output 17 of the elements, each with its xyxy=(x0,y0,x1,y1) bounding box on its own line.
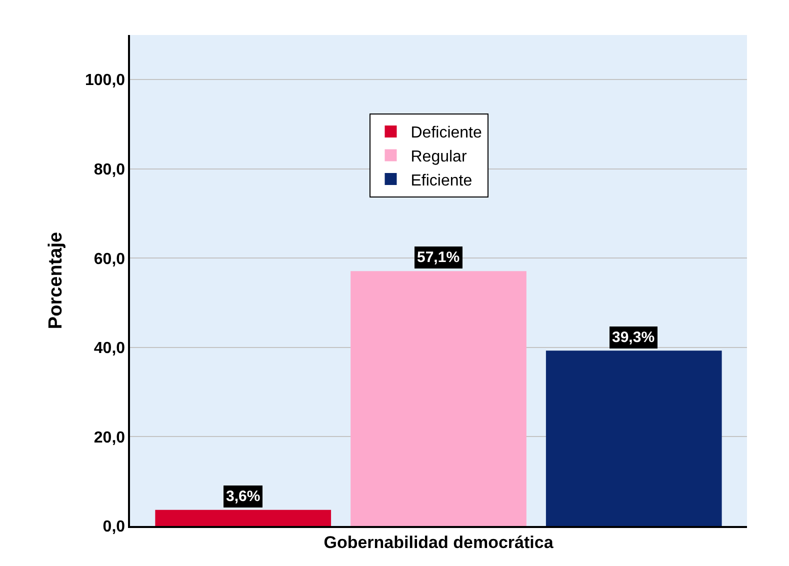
bar xyxy=(350,271,526,526)
legend-label: Deficiente xyxy=(410,124,482,142)
y-axis-title: Porcentaje xyxy=(45,232,66,330)
bar xyxy=(155,510,332,526)
y-tick-label: 40,0 xyxy=(94,340,126,358)
y-tick-label: 0,0 xyxy=(102,518,126,536)
x-tick-label: Gobernabilidad democrática xyxy=(324,533,554,552)
data-label: 57,1% xyxy=(417,249,460,266)
data-label: 39,3% xyxy=(612,329,655,346)
y-tick-label: 80,0 xyxy=(94,162,126,179)
bar xyxy=(546,350,722,526)
legend-label: Eficiente xyxy=(410,172,472,190)
data-label: 3,6% xyxy=(226,488,260,505)
y-tick-label: 20,0 xyxy=(94,429,126,446)
legend-label: Regular xyxy=(410,148,468,166)
y-tick-label: 60,0 xyxy=(94,250,126,268)
y-tick-label: 100,0 xyxy=(85,72,126,90)
